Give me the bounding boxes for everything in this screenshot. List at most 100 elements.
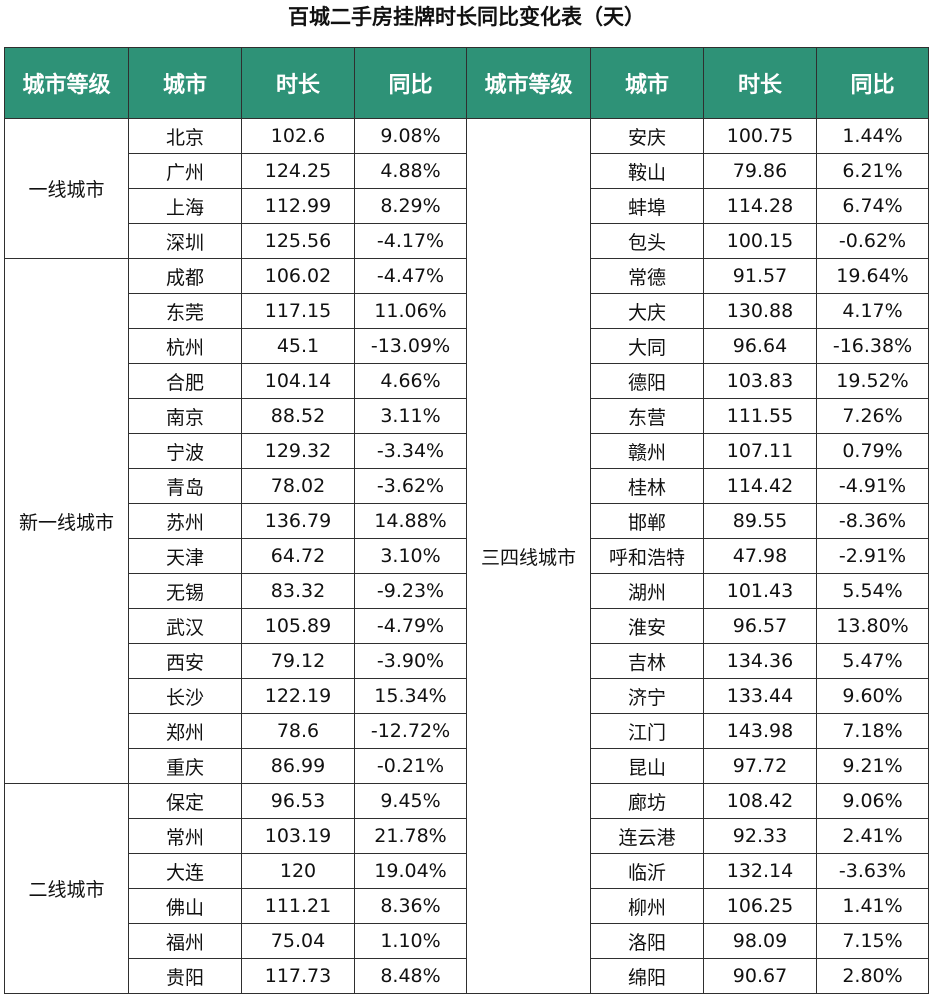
city-cell: 北京 — [128, 118, 242, 154]
city-cell: 昆山 — [590, 748, 704, 784]
table-row: 长沙 122.19 15.34% 济宁 133.44 9.60% — [5, 678, 929, 714]
duration-cell: 103.83 — [703, 363, 817, 399]
duration-cell: 111.21 — [241, 888, 355, 924]
yoy-cell: 1.10% — [354, 923, 467, 959]
yoy-cell: -4.47% — [354, 258, 467, 294]
duration-cell: 45.1 — [241, 328, 355, 364]
city-cell: 呼和浩特 — [590, 538, 704, 574]
city-cell: 安庆 — [590, 118, 704, 154]
yoy-cell: -3.34% — [354, 433, 467, 469]
table-row: 武汉 105.89 -4.79% 淮安 96.57 13.80% — [5, 608, 929, 644]
yoy-cell: 19.64% — [816, 258, 929, 294]
yoy-cell: 2.80% — [816, 958, 929, 994]
city-cell: 常德 — [590, 258, 704, 294]
yoy-cell: 8.29% — [354, 188, 467, 224]
yoy-cell: 4.17% — [816, 293, 929, 329]
duration-cell: 134.36 — [703, 643, 817, 679]
yoy-cell: 4.66% — [354, 363, 467, 399]
city-cell: 鞍山 — [590, 153, 704, 189]
city-cell: 大庆 — [590, 293, 704, 329]
city-cell: 青岛 — [128, 468, 242, 504]
yoy-cell: 2.41% — [816, 818, 929, 854]
duration-cell: 78.6 — [241, 713, 355, 749]
tier-cell: 三四线城市 — [466, 118, 591, 994]
city-cell: 大同 — [590, 328, 704, 364]
duration-cell: 114.42 — [703, 468, 817, 504]
yoy-cell: -2.91% — [816, 538, 929, 574]
yoy-cell: 0.79% — [816, 433, 929, 469]
duration-cell: 124.25 — [241, 153, 355, 189]
header-duration-right: 时长 — [703, 47, 817, 119]
duration-cell: 102.6 — [241, 118, 355, 154]
yoy-cell: -3.63% — [816, 853, 929, 889]
duration-cell: 112.99 — [241, 188, 355, 224]
city-cell: 上海 — [128, 188, 242, 224]
duration-cell: 125.56 — [241, 223, 355, 259]
table-row: 常州 103.19 21.78% 连云港 92.33 2.41% — [5, 818, 929, 854]
yoy-cell: 7.15% — [816, 923, 929, 959]
city-cell: 深圳 — [128, 223, 242, 259]
tier-cell: 新一线城市 — [4, 258, 129, 784]
city-cell: 蚌埠 — [590, 188, 704, 224]
header-yoy-right: 同比 — [816, 47, 929, 119]
duration-cell: 143.98 — [703, 713, 817, 749]
yoy-cell: -0.21% — [354, 748, 467, 784]
yoy-cell: 7.18% — [816, 713, 929, 749]
city-cell: 杭州 — [128, 328, 242, 364]
duration-cell: 101.43 — [703, 573, 817, 609]
city-cell: 成都 — [128, 258, 242, 294]
table-row: 南京 88.52 3.11% 东营 111.55 7.26% — [5, 398, 929, 434]
city-cell: 常州 — [128, 818, 242, 854]
city-cell: 洛阳 — [590, 923, 704, 959]
table-row: 东莞 117.15 11.06% 大庆 130.88 4.17% — [5, 293, 929, 329]
header-yoy-left: 同比 — [354, 47, 467, 119]
city-cell: 淮安 — [590, 608, 704, 644]
yoy-cell: -4.79% — [354, 608, 467, 644]
duration-cell: 130.88 — [703, 293, 817, 329]
city-cell: 福州 — [128, 923, 242, 959]
yoy-cell: 3.10% — [354, 538, 467, 574]
yoy-cell: -12.72% — [354, 713, 467, 749]
header-tier-left: 城市等级 — [4, 47, 129, 119]
city-cell: 包头 — [590, 223, 704, 259]
yoy-cell: 7.26% — [816, 398, 929, 434]
duration-cell: 136.79 — [241, 503, 355, 539]
city-cell: 佛山 — [128, 888, 242, 924]
duration-cell: 106.02 — [241, 258, 355, 294]
city-cell: 吉林 — [590, 643, 704, 679]
yoy-cell: 5.47% — [816, 643, 929, 679]
duration-cell: 79.12 — [241, 643, 355, 679]
table-row: 广州 124.25 4.88% 鞍山 79.86 6.21% — [5, 153, 929, 189]
duration-cell: 105.89 — [241, 608, 355, 644]
table-row: 佛山 111.21 8.36% 柳州 106.25 1.41% — [5, 888, 929, 924]
yoy-cell: 8.36% — [354, 888, 467, 924]
duration-cell: 89.55 — [703, 503, 817, 539]
table-row: 一线城市 北京 102.6 9.08% 三四线城市 安庆 100.75 1.44% — [4, 118, 929, 994]
city-cell: 广州 — [128, 153, 242, 189]
yoy-cell: 14.88% — [354, 503, 467, 539]
yoy-cell: 5.54% — [816, 573, 929, 609]
yoy-cell: 3.11% — [354, 398, 467, 434]
city-cell: 江门 — [590, 713, 704, 749]
city-cell: 绵阳 — [590, 958, 704, 994]
duration-cell: 120 — [241, 853, 355, 889]
table-row: 天津 64.72 3.10% 呼和浩特 47.98 -2.91% — [5, 538, 929, 574]
duration-cell: 78.02 — [241, 468, 355, 504]
tier-cell: 二线城市 — [4, 783, 129, 994]
duration-cell: 108.42 — [703, 783, 817, 819]
yoy-cell: 9.08% — [354, 118, 467, 154]
duration-cell: 97.72 — [703, 748, 817, 784]
city-cell: 郑州 — [128, 713, 242, 749]
yoy-cell: 15.34% — [354, 678, 467, 714]
duration-cell: 79.86 — [703, 153, 817, 189]
duration-cell: 92.33 — [703, 818, 817, 854]
duration-cell: 132.14 — [703, 853, 817, 889]
table-row: 上海 112.99 8.29% 蚌埠 114.28 6.74% — [5, 188, 929, 224]
duration-cell: 75.04 — [241, 923, 355, 959]
table-row: 重庆 86.99 -0.21% 昆山 97.72 9.21% — [5, 748, 929, 784]
duration-cell: 64.72 — [241, 538, 355, 574]
header-duration-left: 时长 — [241, 47, 355, 119]
city-cell: 西安 — [128, 643, 242, 679]
yoy-cell: 11.06% — [354, 293, 467, 329]
table-row: 福州 75.04 1.10% 洛阳 98.09 7.15% — [5, 923, 929, 959]
